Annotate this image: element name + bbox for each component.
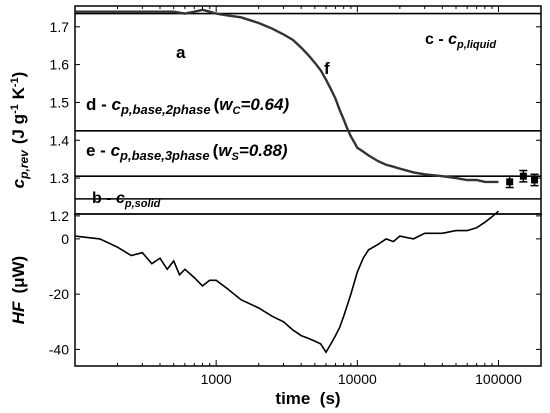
xtick-label-1: 10000: [338, 371, 377, 387]
bottom-ytick-label-1: -20: [49, 286, 69, 302]
reference-lines: [75, 12, 541, 200]
annotation-a: a: [176, 43, 186, 62]
annotation-d-paren: (: [214, 95, 220, 114]
x-axis-title: time (s): [275, 389, 340, 408]
annotation-d-wsub: C: [232, 105, 241, 117]
bottom-y-ticks: -40 -20 0: [49, 231, 541, 357]
annotation-b-prefix: b -: [92, 190, 116, 207]
bottom-panel-frame: [74, 213, 542, 367]
annotation-c-sym: c: [448, 31, 457, 48]
top-ytick-label-2: 1.4: [50, 132, 70, 148]
y-title-top-mid: K: [9, 86, 28, 104]
annotation-f: f: [324, 59, 330, 78]
bottom-ytick-label-2: 0: [61, 231, 69, 247]
top-ytick-label-1: 1.3: [50, 170, 70, 186]
top-ytick-label-5: 1.7: [50, 19, 70, 35]
annotation-c-liquid: c - cp,liquid: [425, 31, 496, 51]
annotation-d-w: w: [219, 95, 234, 114]
annotation-e-sub: p,base,3phase: [119, 148, 210, 163]
annotation-e-3phase: e - cp,base,3phase (wS=0.88): [86, 141, 288, 163]
annotation-e-paren: (: [213, 141, 219, 160]
top-errorbars: [505, 169, 539, 189]
annotation-b-sym: c: [116, 190, 125, 207]
errorbar-point-0: [506, 178, 514, 186]
top-ytick-label-3: 1.5: [50, 94, 70, 110]
top-ytick-label-0: 1.2: [50, 208, 70, 224]
annotation-d-sym: c: [112, 95, 122, 114]
annotation-d-2phase: d - cp,base,2phase (wC=0.64): [86, 95, 289, 117]
bottom-series: [74, 210, 500, 354]
y-title-top-sub: p,rev: [17, 149, 31, 180]
xtick-label-0: 1000: [201, 371, 232, 387]
annotation-c-sub: p,liquid: [456, 39, 496, 51]
y-axis-title-top: cp,rev(J g-1 K-1): [9, 72, 31, 189]
errorbar-point-2: [531, 176, 539, 184]
bottom-ytick-label-0: -40: [49, 341, 69, 357]
top-ytick-label-4: 1.6: [50, 57, 70, 73]
cp-rev-series-line: [75, 8, 499, 184]
annotation-b-sub: p,solid: [124, 198, 161, 210]
annotation-e-sym: c: [111, 141, 121, 160]
y-title-bottom-sym: HF: [9, 301, 28, 324]
annotation-c-prefix: c -: [425, 31, 448, 48]
y-title-top-exp2: -1: [9, 77, 21, 87]
annotation-e-w: w: [218, 141, 233, 160]
annotation-d-sub: p,base,2phase: [120, 102, 211, 117]
xtick-label-2: 100000: [475, 371, 522, 387]
annotation-d-val: =0.64): [240, 95, 289, 114]
y-title-top-close: ): [9, 72, 28, 78]
y-title-top-unit: (J g: [9, 114, 28, 144]
y-title-top-sym: c: [9, 178, 28, 188]
y-title-top-exp1: -1: [9, 104, 21, 114]
annotation-b-solid: b - cp,solid: [92, 190, 161, 210]
y-title-bottom-unit: (μW): [9, 256, 28, 294]
top-series: [75, 8, 499, 184]
top-y-ticks: 1.2 1.3 1.4 1.5 1.6 1.7: [50, 19, 541, 224]
y-axis-title-bottom: HF (μW): [9, 256, 28, 324]
x-ticks: 1000 10000 100000: [74, 6, 542, 387]
hf-series-line: [74, 210, 500, 354]
annotation-e-wsub: S: [232, 151, 240, 163]
errorbar-point-1: [519, 172, 527, 180]
annotation-e-val: =0.88): [239, 141, 288, 160]
annotation-e-prefix: e -: [86, 141, 111, 160]
annotation-d-prefix: d -: [86, 95, 112, 114]
